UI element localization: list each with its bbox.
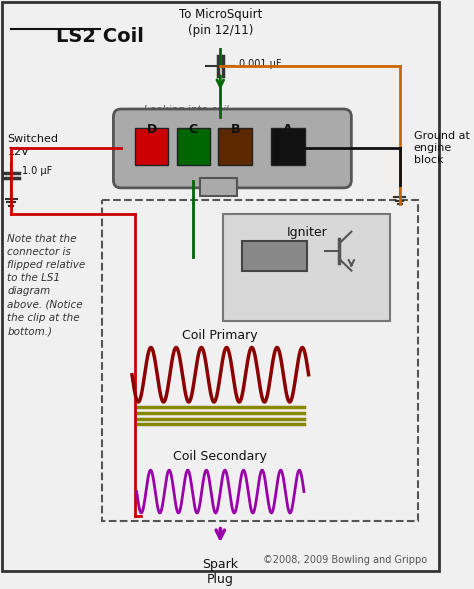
Text: -- Looking into coil --: -- Looking into coil --: [133, 105, 239, 115]
Text: Ground at
engine
block: Ground at engine block: [414, 131, 470, 166]
Text: Coil Secondary: Coil Secondary: [173, 449, 267, 463]
Text: LS2 Coil: LS2 Coil: [56, 27, 144, 47]
Text: Coil Primary: Coil Primary: [182, 329, 258, 342]
Bar: [102, 200, 418, 521]
Bar: [177, 128, 210, 166]
Bar: [223, 214, 391, 321]
Text: D: D: [146, 123, 156, 135]
Bar: [242, 241, 307, 270]
Bar: [272, 128, 305, 166]
Text: Note that the
connector is
flipped relative
to the LS1
diagram
above. (Notice
th: Note that the connector is flipped relat…: [8, 234, 86, 336]
Text: B: B: [230, 123, 240, 135]
Bar: [200, 178, 237, 196]
Text: ©2008, 2009 Bowling and Grippo: ©2008, 2009 Bowling and Grippo: [264, 555, 428, 565]
Text: A: A: [283, 123, 293, 135]
Text: Spark
Plug: Spark Plug: [202, 558, 238, 585]
Text: Switched
12V: Switched 12V: [8, 134, 58, 157]
Text: C: C: [189, 123, 198, 135]
FancyBboxPatch shape: [113, 109, 351, 188]
Text: To MicroSquirt
(pin 12/11): To MicroSquirt (pin 12/11): [179, 8, 262, 37]
Text: 0.001 μF: 0.001 μF: [239, 59, 282, 70]
Bar: [135, 128, 168, 166]
Text: 1.0 μF: 1.0 μF: [22, 166, 53, 176]
Bar: [219, 128, 252, 166]
Text: Igniter: Igniter: [286, 226, 327, 239]
